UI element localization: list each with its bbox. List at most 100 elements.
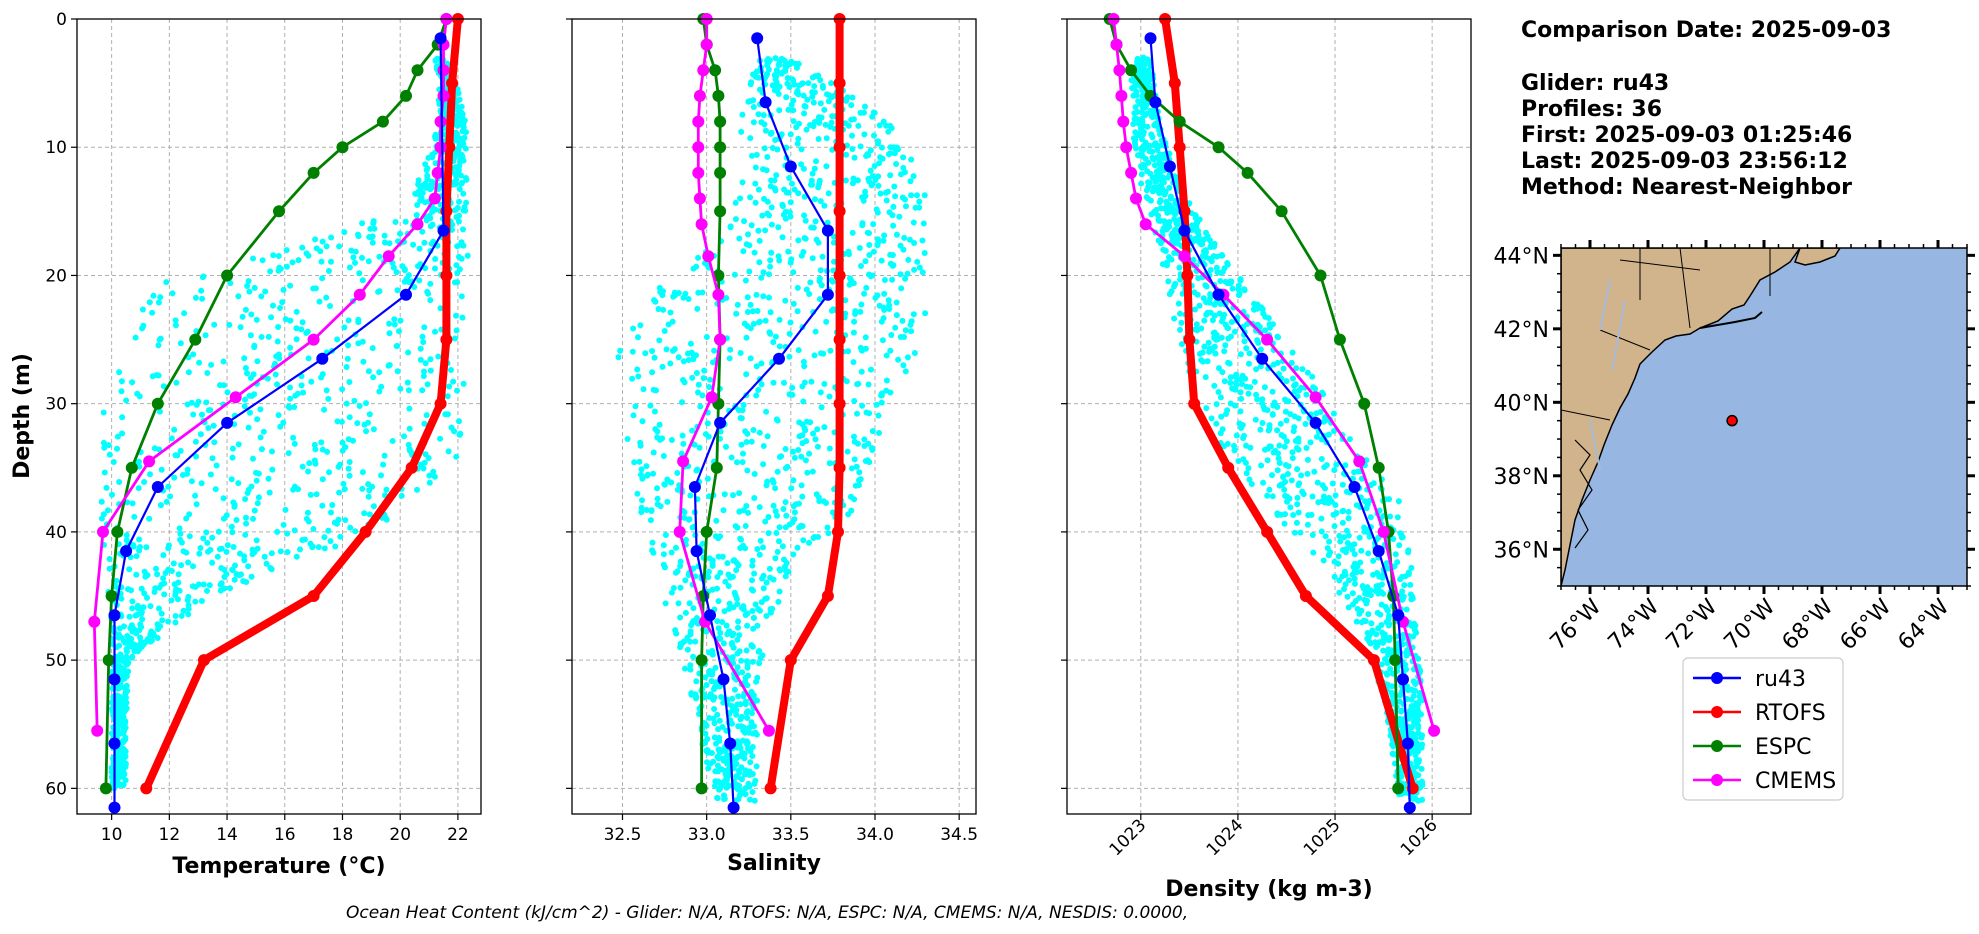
temperature-glider-scatter [98,54,471,792]
glider-scatter-point [416,245,423,252]
glider-scatter-point [189,583,196,590]
glider-scatter-point [902,368,909,375]
glider-scatter-point [456,198,462,205]
glider-scatter-point [848,465,855,472]
glider-scatter-point [804,96,811,103]
glider-scatter-point [1146,148,1153,155]
glider-scatter-point [724,631,731,638]
glider-scatter-point [772,187,779,194]
glider-scatter-point [782,499,789,506]
glider-scatter-point [803,126,810,133]
glider-scatter-point [243,514,249,521]
glider-scatter-point [1143,56,1149,63]
glider-scatter-point [1240,456,1247,463]
glider-scatter-point [1278,432,1285,438]
glider-scatter-point [122,707,129,714]
glider-scatter-point [744,739,751,746]
glider-scatter-point [131,513,138,520]
glider-scatter-point [875,138,882,145]
glider-scatter-point [311,457,318,464]
glider-scatter-point [327,303,333,309]
glider-scatter-point [1336,532,1343,539]
glider-scatter-point [747,194,754,201]
glider-scatter-point [185,559,192,566]
glider-scatter-point [739,179,746,186]
glider-scatter-point [660,551,667,558]
glider-scatter-point [814,443,821,450]
glider-scatter-point [277,548,284,555]
glider-scatter-point [893,299,900,306]
glider-scatter-point [660,542,667,549]
glider-scatter-point [165,618,172,625]
glider-scatter-point [1415,722,1422,729]
glider-scatter-point [300,389,307,396]
glider-scatter-point [295,486,301,493]
glider-scatter-point [1207,309,1214,316]
glider-scatter-point [1329,480,1336,487]
glider-scatter-point [829,113,836,120]
ru43-point [727,801,740,814]
glider-scatter-point [250,515,256,522]
glider-scatter-point [155,372,162,379]
glider-scatter-point [881,290,888,297]
glider-scatter-point [721,491,728,498]
glider-scatter-point [756,551,763,558]
glider-scatter-point [863,284,870,291]
glider-scatter-point [216,546,223,553]
glider-scatter-point [1145,80,1152,87]
glider-scatter-point [760,585,767,592]
glider-scatter-point [242,496,249,503]
glider-scatter-point [902,327,909,334]
cmems-point [91,724,104,737]
rtofs-line [1161,15,1417,793]
glider-scatter-point [148,628,155,635]
glider-scatter-point [1235,292,1242,299]
glider-scatter-point [140,604,147,611]
glider-scatter-point [1133,92,1140,99]
glider-scatter-point [359,254,365,261]
glider-scatter-point [879,144,885,151]
glider-scatter-point [870,221,877,228]
glider-scatter-point [1280,473,1287,480]
glider-scatter-point [282,316,289,323]
glider-scatter-point [1233,371,1240,378]
glider-scatter-point [743,658,750,665]
glider-scatter-point [887,389,894,396]
glider-scatter-point [345,465,352,472]
glider-scatter-point [233,517,240,523]
glider-scatter-point [731,762,738,769]
glider-scatter-point [1219,369,1226,376]
glider-scatter-point [734,301,741,308]
glider-scatter-point [282,506,289,513]
glider-scatter-point [1223,411,1229,417]
glider-scatter-point [253,469,259,476]
glider-scatter-point [798,146,805,153]
rtofs-point [833,77,846,90]
glider-scatter-point [788,58,795,65]
glider-scatter-point [715,746,722,753]
glider-scatter-point [1353,618,1360,625]
glider-scatter-point [346,472,353,479]
espc-point [105,590,118,602]
glider-scatter-point [850,329,857,336]
glider-scatter-point [1311,468,1318,475]
glider-scatter-point [724,752,731,759]
glider-scatter-point [649,348,656,354]
glider-scatter-point [155,623,162,630]
glider-scatter-point [459,314,466,321]
cmems-point [692,141,705,154]
glider-scatter-point [462,175,469,181]
espc-point [1241,166,1254,179]
glider-scatter-point [765,530,772,537]
glider-scatter-point [1368,620,1375,627]
espc-point [400,89,412,102]
glider-scatter-point [1138,180,1145,187]
glider-scatter-point [637,442,644,449]
glider-scatter-point [890,144,897,151]
glider-scatter-point [237,550,243,557]
glider-scatter-point [329,502,336,508]
glider-scatter-point [341,486,348,493]
glider-scatter-point [660,453,667,459]
glider-scatter-point [811,534,818,540]
glider-scatter-point [1260,310,1267,317]
